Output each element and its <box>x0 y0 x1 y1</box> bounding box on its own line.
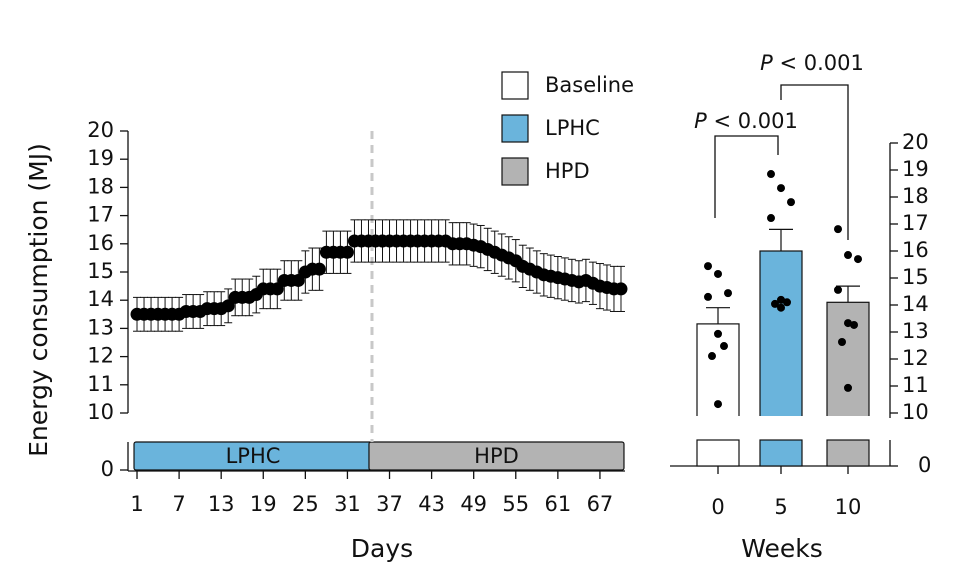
y-tick-label: 18 <box>87 174 114 198</box>
significance-bracket <box>780 84 849 240</box>
x-tick-label: 55 <box>502 492 529 516</box>
y-tick-label: 12 <box>902 346 929 370</box>
y-tick-label: 11 <box>87 372 114 396</box>
legend-label: HPD <box>545 159 590 183</box>
y-tick-label: 16 <box>902 238 929 262</box>
data-point <box>340 245 354 259</box>
data-point <box>714 400 722 409</box>
data-point <box>704 292 712 301</box>
data-point <box>777 303 785 312</box>
y-tick-label: 15 <box>87 259 114 283</box>
phase-bar <box>368 441 625 471</box>
data-point <box>777 295 785 304</box>
x-tick-label: 5 <box>774 495 787 519</box>
bar-stub <box>759 439 803 467</box>
y-tick-label: 13 <box>87 315 114 339</box>
x-tick-label: 7 <box>172 492 185 516</box>
x-tick-label: 0 <box>711 495 724 519</box>
y-tick-label: 14 <box>902 292 929 316</box>
legend-swatch <box>501 157 529 186</box>
y-tick-label: 10 <box>87 400 114 424</box>
x-tick-label: 43 <box>418 492 445 516</box>
y-tick-label: 0 <box>101 457 114 481</box>
bar-stub <box>696 439 740 467</box>
legend-swatch <box>501 114 529 143</box>
significance-label: P < 0.001 <box>760 51 864 75</box>
x-tick-label: 10 <box>835 495 862 519</box>
data-point <box>312 262 326 276</box>
legend-swatch <box>501 71 529 100</box>
x-tick-label: 67 <box>587 492 614 516</box>
significance-bracket <box>714 135 779 218</box>
y-tick-label: 15 <box>902 265 929 289</box>
phase-label: HPD <box>474 444 519 468</box>
y-tick-label: 20 <box>902 130 929 154</box>
x-tick-label: 19 <box>250 492 277 516</box>
y-tick-label: 13 <box>902 319 929 343</box>
legend-label: Baseline <box>545 73 634 97</box>
data-point <box>767 170 775 179</box>
x-tick-label: 25 <box>292 492 319 516</box>
break-gap <box>825 416 871 420</box>
x-tick-label: 61 <box>544 492 571 516</box>
x-tick-label: 31 <box>334 492 361 516</box>
data-point <box>714 269 722 278</box>
data-point <box>844 383 852 392</box>
significance-label: P < 0.001 <box>694 109 798 133</box>
x-tick-label: 13 <box>208 492 235 516</box>
y-tick-label: 0 <box>918 453 931 477</box>
y-axis-label: Energy consumption (MJ) <box>24 143 53 457</box>
bar-stub <box>826 439 870 467</box>
x-axis-label: Weeks <box>741 534 823 563</box>
data-point <box>834 285 842 294</box>
y-tick-label: 14 <box>87 287 114 311</box>
data-point <box>771 299 779 308</box>
data-point <box>777 184 785 193</box>
y-tick-label: 10 <box>902 400 929 424</box>
data-point <box>708 352 716 361</box>
data-point <box>850 320 858 329</box>
x-tick-label: 1 <box>130 492 143 516</box>
x-axis-label: Days <box>351 534 413 563</box>
y-tick-label: 16 <box>87 231 114 255</box>
y-tick-label: 17 <box>87 203 114 227</box>
data-point <box>787 198 795 207</box>
data-point <box>844 251 852 260</box>
data-point <box>854 255 862 264</box>
data-point <box>724 289 732 298</box>
data-point <box>783 298 791 307</box>
legend-label: LPHC <box>545 116 600 140</box>
data-point <box>704 262 712 271</box>
y-tick-label: 11 <box>902 373 929 397</box>
data-point <box>767 214 775 223</box>
data-point <box>838 337 846 346</box>
break-gap <box>695 416 741 420</box>
data-point <box>614 282 628 296</box>
x-tick-label: 37 <box>376 492 403 516</box>
data-point <box>834 225 842 234</box>
data-point <box>720 342 728 351</box>
x-tick-label: 49 <box>460 492 487 516</box>
phase-label: LPHC <box>226 444 281 468</box>
break-gap <box>758 416 804 420</box>
bar <box>826 301 870 419</box>
data-point <box>844 319 852 328</box>
y-tick-label: 17 <box>902 211 929 235</box>
y-tick-label: 12 <box>87 344 114 368</box>
y-tick-label: 19 <box>87 146 114 170</box>
data-point <box>714 329 722 338</box>
bar <box>759 250 803 419</box>
y-tick-label: 18 <box>902 184 929 208</box>
y-tick-label: 19 <box>902 157 929 181</box>
y-tick-label: 20 <box>87 118 114 142</box>
